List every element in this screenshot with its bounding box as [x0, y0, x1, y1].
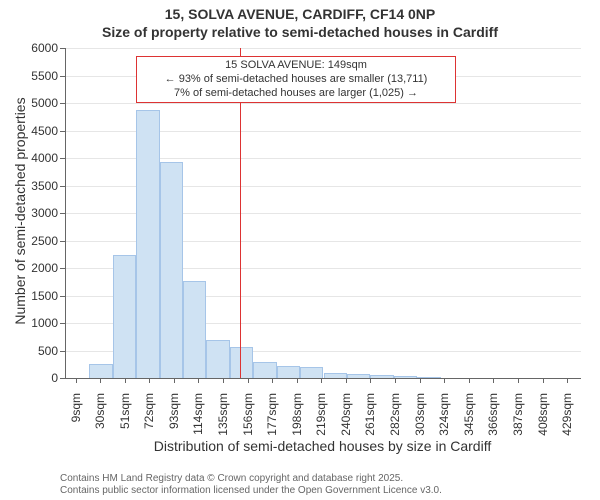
x-tick-mark — [493, 378, 494, 383]
x-tick-label: 408sqm — [536, 393, 550, 443]
x-tick-mark — [420, 378, 421, 383]
y-tick-label: 1500 — [20, 289, 58, 303]
y-tick-label: 0 — [20, 371, 58, 385]
y-tick-label: 2500 — [20, 234, 58, 248]
x-tick-mark — [444, 378, 445, 383]
x-tick-mark — [321, 378, 322, 383]
y-tick-label: 3000 — [20, 206, 58, 220]
histogram-bar — [277, 366, 300, 378]
y-tick-label: 500 — [20, 344, 58, 358]
x-tick-mark — [567, 378, 568, 383]
chart-title-line1: 15, SOLVA AVENUE, CARDIFF, CF14 0NP — [0, 6, 600, 22]
y-tick-mark — [60, 131, 65, 132]
plot-area: 15 SOLVA AVENUE: 149sqm← 93% of semi-det… — [65, 48, 581, 379]
annotation-line: 7% of semi-detached houses are larger (1… — [141, 87, 451, 101]
y-tick-mark — [60, 76, 65, 77]
histogram-bar — [136, 110, 159, 378]
histogram-bar — [89, 364, 112, 378]
x-tick-label: 324sqm — [437, 393, 451, 443]
x-tick-mark — [198, 378, 199, 383]
y-tick-label: 3500 — [20, 179, 58, 193]
x-tick-label: 261sqm — [363, 393, 377, 443]
y-tick-mark — [60, 103, 65, 104]
x-tick-label: 429sqm — [560, 393, 574, 443]
y-tick-label: 4500 — [20, 124, 58, 138]
y-tick-mark — [60, 351, 65, 352]
x-tick-label: 303sqm — [413, 393, 427, 443]
annotation-line: ← 93% of semi-detached houses are smalle… — [141, 73, 451, 87]
histogram-bar — [370, 375, 393, 378]
x-tick-label: 135sqm — [216, 393, 230, 443]
x-tick-mark — [297, 378, 298, 383]
x-tick-label: 198sqm — [290, 393, 304, 443]
x-tick-label: 387sqm — [511, 393, 525, 443]
x-tick-mark — [100, 378, 101, 383]
x-tick-mark — [469, 378, 470, 383]
annotation-box: 15 SOLVA AVENUE: 149sqm← 93% of semi-det… — [136, 56, 456, 103]
x-tick-mark — [223, 378, 224, 383]
annotation-line: 15 SOLVA AVENUE: 149sqm — [141, 59, 451, 73]
x-tick-label: 345sqm — [462, 393, 476, 443]
y-tick-mark — [60, 378, 65, 379]
x-tick-mark — [543, 378, 544, 383]
y-tick-mark — [60, 323, 65, 324]
x-tick-label: 114sqm — [191, 393, 205, 443]
x-tick-mark — [346, 378, 347, 383]
histogram-bar — [394, 376, 417, 378]
x-tick-label: 9sqm — [69, 393, 83, 443]
x-tick-mark — [248, 378, 249, 383]
chart-title-line2: Size of property relative to semi-detach… — [0, 24, 600, 40]
y-tick-mark — [60, 268, 65, 269]
x-tick-label: 72sqm — [142, 393, 156, 443]
y-tick-mark — [60, 48, 65, 49]
x-tick-mark — [174, 378, 175, 383]
footer-line-2: Contains public sector information licen… — [60, 485, 442, 496]
x-tick-label: 156sqm — [241, 393, 255, 443]
y-tick-mark — [60, 213, 65, 214]
x-tick-label: 30sqm — [93, 393, 107, 443]
histogram-bar — [253, 362, 276, 379]
x-tick-mark — [370, 378, 371, 383]
y-tick-mark — [60, 158, 65, 159]
x-tick-label: 93sqm — [167, 393, 181, 443]
y-tick-label: 5000 — [20, 96, 58, 110]
histogram-bar — [113, 255, 136, 378]
y-tick-mark — [60, 186, 65, 187]
y-gridline — [66, 48, 581, 49]
x-tick-label: 282sqm — [388, 393, 402, 443]
x-tick-mark — [272, 378, 273, 383]
x-tick-mark — [125, 378, 126, 383]
y-tick-mark — [60, 296, 65, 297]
y-tick-label: 1000 — [20, 316, 58, 330]
y-tick-label: 4000 — [20, 151, 58, 165]
x-tick-label: 366sqm — [486, 393, 500, 443]
histogram-bar — [206, 340, 229, 379]
histogram-bar — [324, 373, 347, 379]
x-tick-mark — [149, 378, 150, 383]
footer-line-1: Contains HM Land Registry data © Crown c… — [60, 473, 403, 484]
histogram-bar — [300, 367, 323, 378]
x-tick-label: 240sqm — [339, 393, 353, 443]
x-tick-mark — [76, 378, 77, 383]
y-tick-label: 2000 — [20, 261, 58, 275]
y-tick-label: 6000 — [20, 41, 58, 55]
x-tick-label: 177sqm — [265, 393, 279, 443]
histogram-bar — [230, 347, 253, 378]
histogram-bar — [160, 162, 183, 378]
histogram-bar — [183, 281, 206, 378]
y-tick-mark — [60, 241, 65, 242]
chart-container: 15, SOLVA AVENUE, CARDIFF, CF14 0NP Size… — [0, 0, 600, 500]
x-tick-mark — [395, 378, 396, 383]
x-tick-mark — [518, 378, 519, 383]
y-tick-label: 5500 — [20, 69, 58, 83]
x-tick-label: 51sqm — [118, 393, 132, 443]
histogram-bar — [347, 374, 370, 378]
x-tick-label: 219sqm — [314, 393, 328, 443]
